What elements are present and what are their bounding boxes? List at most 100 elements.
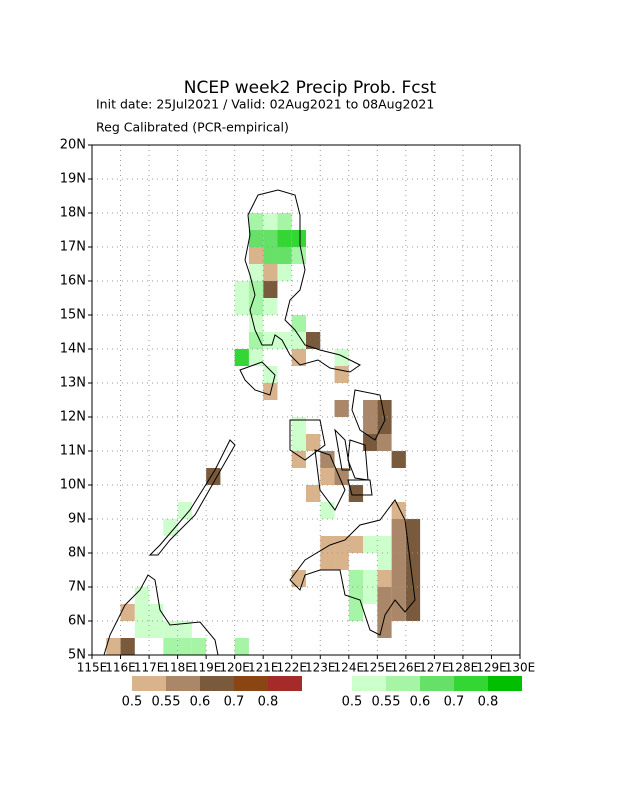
grid-cell — [391, 519, 406, 536]
legend-label: 0.7 — [224, 695, 245, 710]
grid-cell — [377, 536, 392, 553]
grid-cell — [177, 621, 192, 638]
x-tick-label: 124E — [334, 661, 365, 675]
grid-cell — [405, 553, 421, 570]
y-tick-label: 10N — [60, 478, 86, 493]
subtitle: Init date: 25Jul2021 / Valid: 02Aug2021 … — [96, 97, 434, 112]
grid-cell — [363, 570, 378, 587]
grid-cell — [191, 638, 207, 655]
x-tick-label: 123E — [305, 661, 336, 675]
grid-cell — [277, 213, 292, 230]
legend-label: 0.7 — [444, 695, 465, 710]
grid-cell — [248, 230, 264, 247]
grid-cell — [163, 638, 178, 655]
coast — [244, 189, 361, 373]
grid-cell — [334, 468, 349, 485]
grid-cell — [248, 213, 264, 230]
grid-cell — [291, 349, 306, 366]
y-tick-label: 17N — [60, 240, 86, 255]
grid-cell — [263, 264, 278, 281]
grid-cell — [263, 332, 278, 349]
grid-cell — [391, 451, 406, 468]
coast — [351, 389, 386, 441]
axes: 115E116E117E118E119E120E121E122E123E124E… — [60, 138, 536, 675]
grid-cell — [334, 349, 349, 366]
y-tick-label: 12N — [60, 410, 86, 425]
x-tick-label: 125E — [362, 661, 393, 675]
coastline — [103, 189, 416, 656]
y-tick-label: 18N — [60, 206, 86, 221]
coast — [289, 499, 416, 636]
legend-swatch — [166, 676, 200, 691]
legend-label: 0.55 — [372, 695, 401, 710]
legend-swatch — [454, 676, 488, 691]
grid-cell — [291, 315, 306, 332]
legend-label: 0.5 — [342, 695, 363, 710]
grid-cell — [320, 451, 335, 468]
y-tick-label: 6N — [68, 614, 86, 629]
legend-swatch — [200, 676, 234, 691]
grid-cell — [163, 519, 178, 536]
grid-cell — [120, 638, 135, 655]
grid-cell — [106, 638, 121, 655]
grid-cell — [306, 485, 321, 502]
grid-cell — [377, 434, 392, 451]
grid-cell — [405, 587, 421, 604]
grid-cell — [377, 604, 392, 621]
grid-cell — [291, 230, 306, 247]
grid-cell — [234, 281, 249, 298]
y-tick-label: 15N — [60, 308, 86, 323]
grid-cell — [377, 553, 392, 570]
grid-cell — [391, 536, 406, 553]
coast — [347, 479, 373, 496]
x-tick-label: 126E — [391, 661, 422, 675]
grid-cell — [248, 315, 264, 332]
x-tick-label: 128E — [448, 661, 479, 675]
legend: 0.5 0.55 0.6 0.7 0.8 0.5 0.55 0.6 0.7 0.8 — [122, 676, 522, 710]
grid-cell — [334, 366, 349, 383]
grid-cell — [348, 485, 364, 502]
y-tick-label: 14N — [60, 342, 86, 357]
grid-cell — [277, 264, 292, 281]
grid-cell — [263, 298, 278, 315]
grid-cell — [248, 281, 264, 298]
y-tick-label: 5N — [68, 648, 86, 663]
grid-cell — [334, 400, 349, 417]
x-tick-label: 120E — [219, 661, 250, 675]
y-tick-label: 8N — [68, 546, 86, 561]
grid-cell — [377, 570, 392, 587]
grid-cell — [291, 247, 306, 264]
grid-cell — [405, 570, 421, 587]
legend-label: 0.55 — [152, 695, 181, 710]
legend-swatch — [268, 676, 302, 691]
grid-cell — [263, 247, 278, 264]
y-tick-label: 7N — [68, 580, 86, 595]
x-tick-label: 130E — [505, 661, 536, 675]
grid-cell — [291, 417, 306, 434]
coast — [314, 449, 346, 511]
grid-cell — [306, 434, 321, 451]
grid-cell — [206, 468, 221, 485]
grid-cell — [348, 536, 364, 553]
grid-cell — [120, 604, 135, 621]
grid-cell — [263, 230, 278, 247]
grid-cell — [234, 349, 249, 366]
legend-swatch — [352, 676, 386, 691]
x-tick-label: 121E — [248, 661, 279, 675]
grid-cell — [149, 621, 164, 638]
legend-swatch — [420, 676, 454, 691]
x-tick-label: 115E — [77, 661, 108, 675]
grid-cell — [405, 604, 421, 621]
grid-cell — [134, 587, 150, 604]
grid-cell — [348, 604, 364, 621]
grid-cell — [363, 417, 378, 434]
grid-cell — [363, 434, 378, 451]
y-tick-label: 16N — [60, 274, 86, 289]
x-tick-label: 119E — [191, 661, 222, 675]
x-tick-label: 117E — [134, 661, 165, 675]
legend-label: 0.8 — [258, 695, 279, 710]
grid-cell — [277, 332, 292, 349]
grid-cell — [277, 230, 292, 247]
coast — [148, 439, 236, 556]
